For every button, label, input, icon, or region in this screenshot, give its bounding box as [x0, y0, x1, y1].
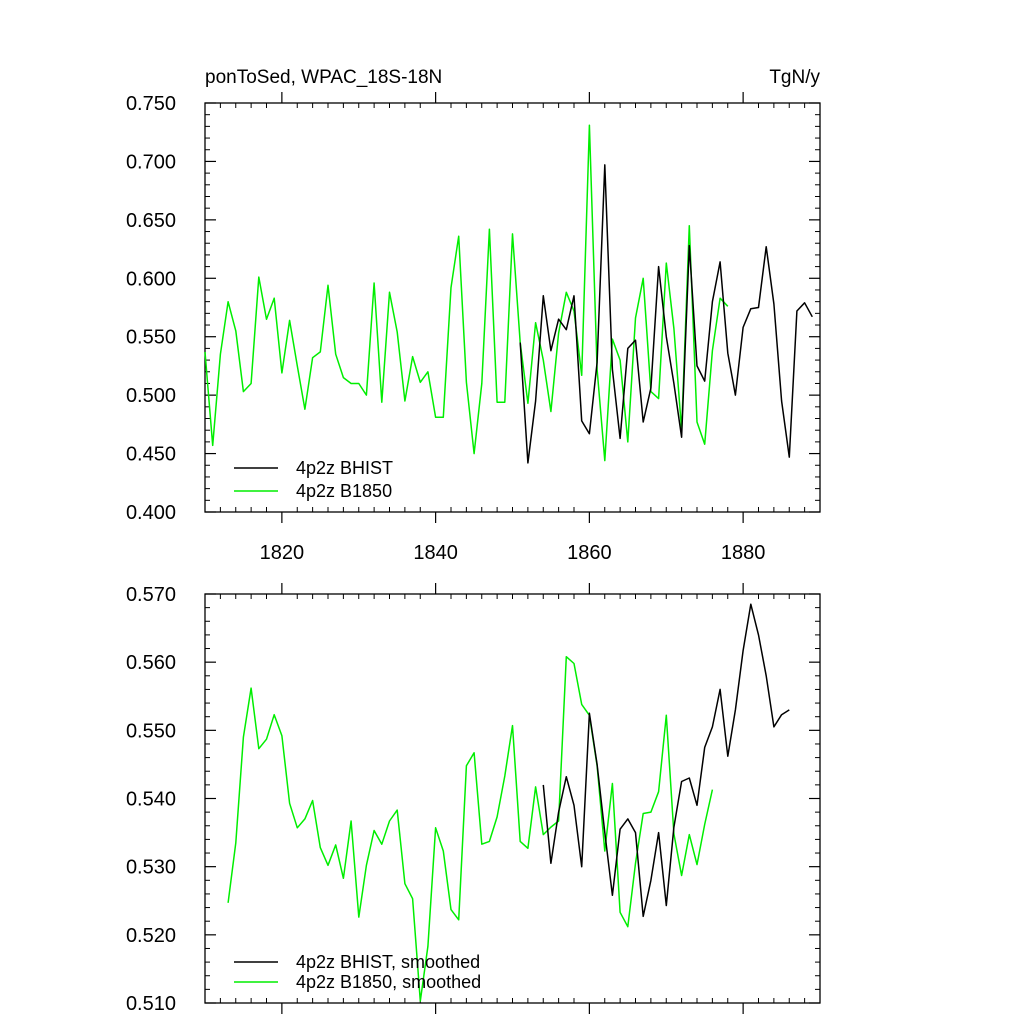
chart-title: ponToSed, WPAC_18S-18N: [205, 67, 442, 88]
bottom-y-tick-label: 0.540: [126, 789, 176, 811]
bottom-panel: 0.570 0.560 0.550 0.540 0.530 0.520 0.510 4p2z …: [126, 583, 821, 1015]
bottom-y-tick-label: 0.570: [126, 584, 176, 606]
top-y-tick-label: 0.600: [126, 268, 176, 290]
top-y-tick-label: 0.700: [126, 151, 176, 173]
top-y-tick-label: 0.400: [126, 502, 176, 524]
top-legend-label: 4p2z B1850: [296, 481, 392, 501]
top-y-tick-label: 0.650: [126, 210, 176, 232]
bottom-series-line-b1850: [227, 655, 714, 1002]
top-y-tick-label: 0.750: [126, 93, 176, 115]
bottom-y-tick-label: 0.560: [126, 652, 176, 674]
top-series-line-bhist: [519, 164, 813, 464]
bottom-y-tick-label: 0.520: [126, 925, 176, 947]
units-label: TgN/y: [769, 67, 820, 88]
top-y-tick-label: 0.500: [126, 385, 176, 407]
top-x-tick-label: 1880: [721, 542, 766, 564]
bottom-legend-label: 4p2z BHIST, smoothed: [296, 952, 480, 972]
bottom-y-tick-label: 0.550: [126, 720, 176, 742]
top-legend-label: 4p2z BHIST: [296, 458, 393, 478]
bottom-legend-label: 4p2z B1850, smoothed: [296, 972, 481, 992]
bottom-series-line-bhist: [542, 603, 790, 918]
top-x-tick-label: 1860: [567, 542, 612, 564]
top-x-tick-label: 1820: [260, 542, 305, 564]
bottom-y-tick-label: 0.530: [126, 857, 176, 879]
top-y-tick-label: 0.450: [126, 444, 176, 466]
top-series-line-b1850: [204, 124, 729, 462]
top-panel: 1820 1840 1860 1880 0.750 0.700 0.650 0.600 0.55…: [126, 92, 821, 564]
top-x-tick-label: 1840: [413, 542, 458, 564]
top-y-tick-label: 0.550: [126, 327, 176, 349]
bottom-y-tick-label: 0.510: [126, 993, 176, 1015]
